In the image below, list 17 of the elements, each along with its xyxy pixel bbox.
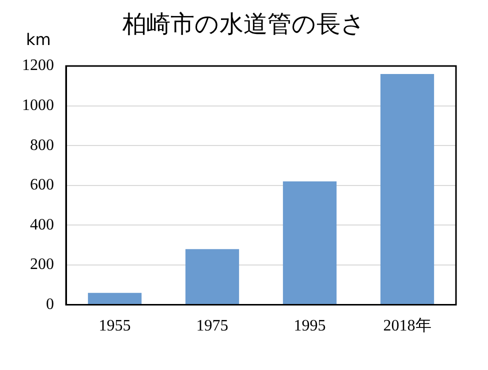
- x-tick-label: 1975: [196, 318, 228, 335]
- bar: [185, 249, 240, 304]
- y-tick-label: 0: [46, 296, 54, 314]
- x-tick-label: 1995: [294, 318, 326, 335]
- y-tick-label: 600: [30, 176, 54, 194]
- bar: [282, 181, 337, 304]
- bar: [88, 292, 142, 304]
- y-tick-label: 1000: [22, 97, 54, 114]
- bar: [380, 74, 434, 304]
- y-tick-label: 1200: [22, 57, 54, 74]
- y-axis-title: km: [26, 30, 51, 49]
- y-tick-label: 400: [30, 216, 54, 234]
- y-tick-label: 800: [30, 136, 54, 154]
- x-tick-label: 2018年: [383, 318, 432, 335]
- x-tick-label: 1955: [98, 318, 131, 335]
- chart-title: 柏崎市の水道管の長さ: [122, 10, 366, 38]
- y-tick-label: 200: [30, 256, 54, 274]
